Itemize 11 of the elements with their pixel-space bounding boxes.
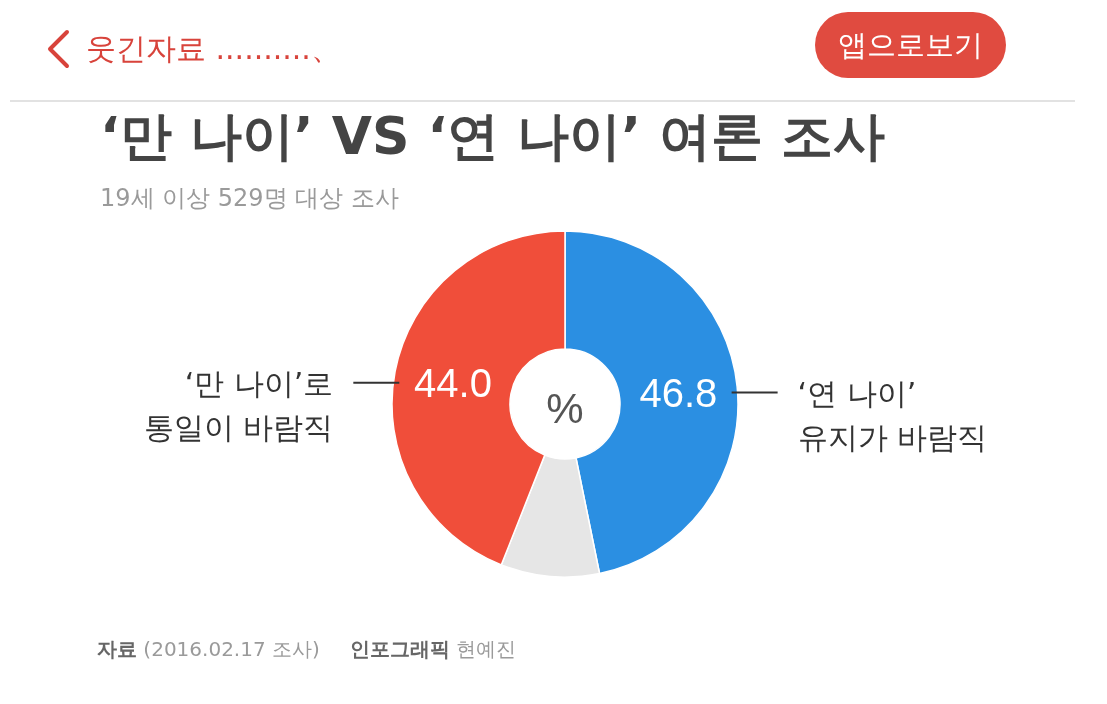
slice-label: ‘만 나이’로 통일이 바람직 xyxy=(143,365,334,445)
text: 자료 (2016.02.17 조사) xyxy=(97,637,320,661)
text: 앱으로보기 xyxy=(838,28,983,62)
text: 웃긴자료 ..........、 xyxy=(86,30,341,66)
data-label: 44.0 xyxy=(414,360,492,405)
chart-title: ‘만 나이’ VS ‘연 나이’ 여론 조사 xyxy=(100,106,886,166)
chart-subtitle: 19세 이상 529명 대상 조사 xyxy=(100,184,399,212)
text: 인포그래픽 현예진 xyxy=(349,637,517,661)
data-label: 46.8 xyxy=(639,370,718,415)
text: % xyxy=(546,384,584,432)
slice-label: ‘연 나이’ 유지가 바람직 xyxy=(797,375,988,455)
